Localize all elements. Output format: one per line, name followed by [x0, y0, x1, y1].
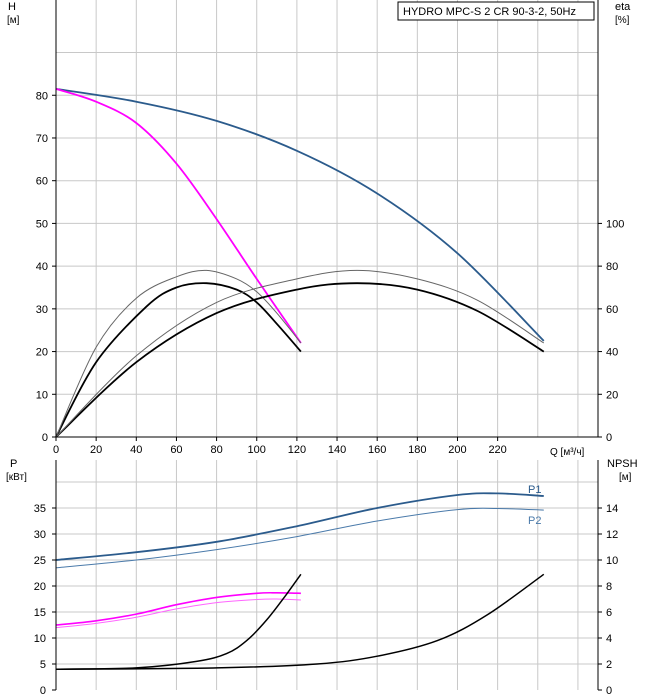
x-axis-label-q: Q [м³/ч]: [550, 447, 585, 458]
bottom-y-tick-label: 35: [34, 503, 46, 515]
top-y-tick-label: 80: [36, 90, 48, 102]
series-label-p1: P1: [528, 484, 541, 496]
bottom-series-line-4: [55, 573, 302, 670]
top-y-tick-label: 20: [36, 347, 48, 359]
top-series-line-2: [55, 282, 302, 438]
bottom-series-line-2: [55, 591, 301, 626]
top-y2-tick-label: 80: [606, 261, 618, 273]
top-series-line-3: [55, 269, 302, 438]
x-tick-label: 180: [408, 444, 426, 456]
top-y2-tick-label: 40: [606, 347, 618, 359]
top-chart-axes: 0 10 20 30 40 50 60 70 80 0 20 40 60 80 100 0 20 40 60 80 10…: [36, 0, 624, 456]
y-axis-unit-p: [кВт]: [6, 472, 27, 483]
y2-axis-label-eta: eta: [615, 1, 631, 13]
x-tick-label: 220: [488, 444, 506, 456]
bottom-y2-tick-label: 2: [606, 659, 612, 671]
top-y2-tick-label: 20: [606, 389, 618, 401]
x-tick-label: 60: [170, 444, 182, 456]
bottom-y-tick-label: 25: [34, 555, 46, 567]
x-tick-label: 20: [90, 444, 102, 456]
x-tick-label: 0: [53, 444, 59, 456]
bottom-y2-tick-label: 6: [606, 607, 612, 619]
bottom-series-line-1: [55, 507, 544, 569]
bottom-y2-tick-label: 10: [606, 555, 618, 567]
x-tick-label: 160: [368, 444, 386, 456]
top-y-tick-label: 30: [36, 304, 48, 316]
bottom-series-line-3: [55, 598, 301, 629]
x-tick-label: 200: [448, 444, 466, 456]
bottom-chart-grid: [55, 460, 598, 690]
bottom-y2-tick-label: 4: [606, 633, 612, 645]
top-y-tick-label: 0: [42, 432, 48, 444]
top-y-tick-label: 40: [36, 261, 48, 273]
bottom-y-tick-label: 5: [40, 659, 46, 671]
top-series-line-0: [55, 88, 545, 342]
top-chart-series: [55, 88, 545, 438]
bottom-series-line-5: [55, 573, 545, 670]
top-y2-tick-label: 100: [606, 218, 624, 230]
top-y2-tick-label: 60: [606, 304, 618, 316]
bottom-y2-tick-label: 14: [606, 503, 618, 515]
top-series-line-5: [55, 269, 545, 438]
y2-axis-unit-npsh: [м]: [619, 472, 632, 483]
bottom-y-tick-label: 20: [34, 581, 46, 593]
x-tick-label: 80: [210, 444, 222, 456]
bottom-series-line-0: [55, 492, 544, 561]
series-label-p2: P2: [528, 515, 541, 527]
y-axis-label-h: H: [8, 1, 16, 13]
y-axis-unit-h: [м]: [7, 15, 20, 26]
x-tick-label: 100: [248, 444, 266, 456]
top-y2-tick-label: 0: [606, 432, 612, 444]
x-tick-label: 120: [288, 444, 306, 456]
bottom-y2-tick-label: 12: [606, 529, 618, 541]
bottom-y-tick-label: 10: [34, 633, 46, 645]
chart-title: HYDRO MPC-S 2 CR 90-3-2, 50Hz: [403, 6, 576, 18]
bottom-y-tick-label: 0: [40, 685, 46, 697]
chart-title-box: [397, 1, 595, 21]
top-series-line-1: [55, 88, 302, 344]
bottom-y-tick-label: 15: [34, 607, 46, 619]
y2-axis-unit-eta: [%]: [615, 15, 630, 26]
y-axis-label-p: P: [10, 458, 17, 470]
bottom-y2-tick-label: 8: [606, 581, 612, 593]
bottom-chart-axes: 0 5 10 15 20 25 30 35 0 2 4 6 8 10 12 14: [34, 460, 618, 697]
top-y-tick-label: 10: [36, 389, 48, 401]
y2-axis-label-npsh: NPSH: [607, 458, 638, 470]
bottom-y-tick-label: 30: [34, 529, 46, 541]
x-tick-label: 40: [130, 444, 142, 456]
top-series-line-4: [55, 282, 545, 438]
top-y-tick-label: 70: [36, 133, 48, 145]
top-chart-grid: [55, 0, 598, 437]
bottom-chart-series: [55, 492, 545, 670]
top-y-tick-label: 50: [36, 218, 48, 230]
top-y-tick-label: 60: [36, 176, 48, 188]
x-tick-label: 140: [328, 444, 346, 456]
bottom-y2-tick-label: 0: [606, 685, 612, 697]
